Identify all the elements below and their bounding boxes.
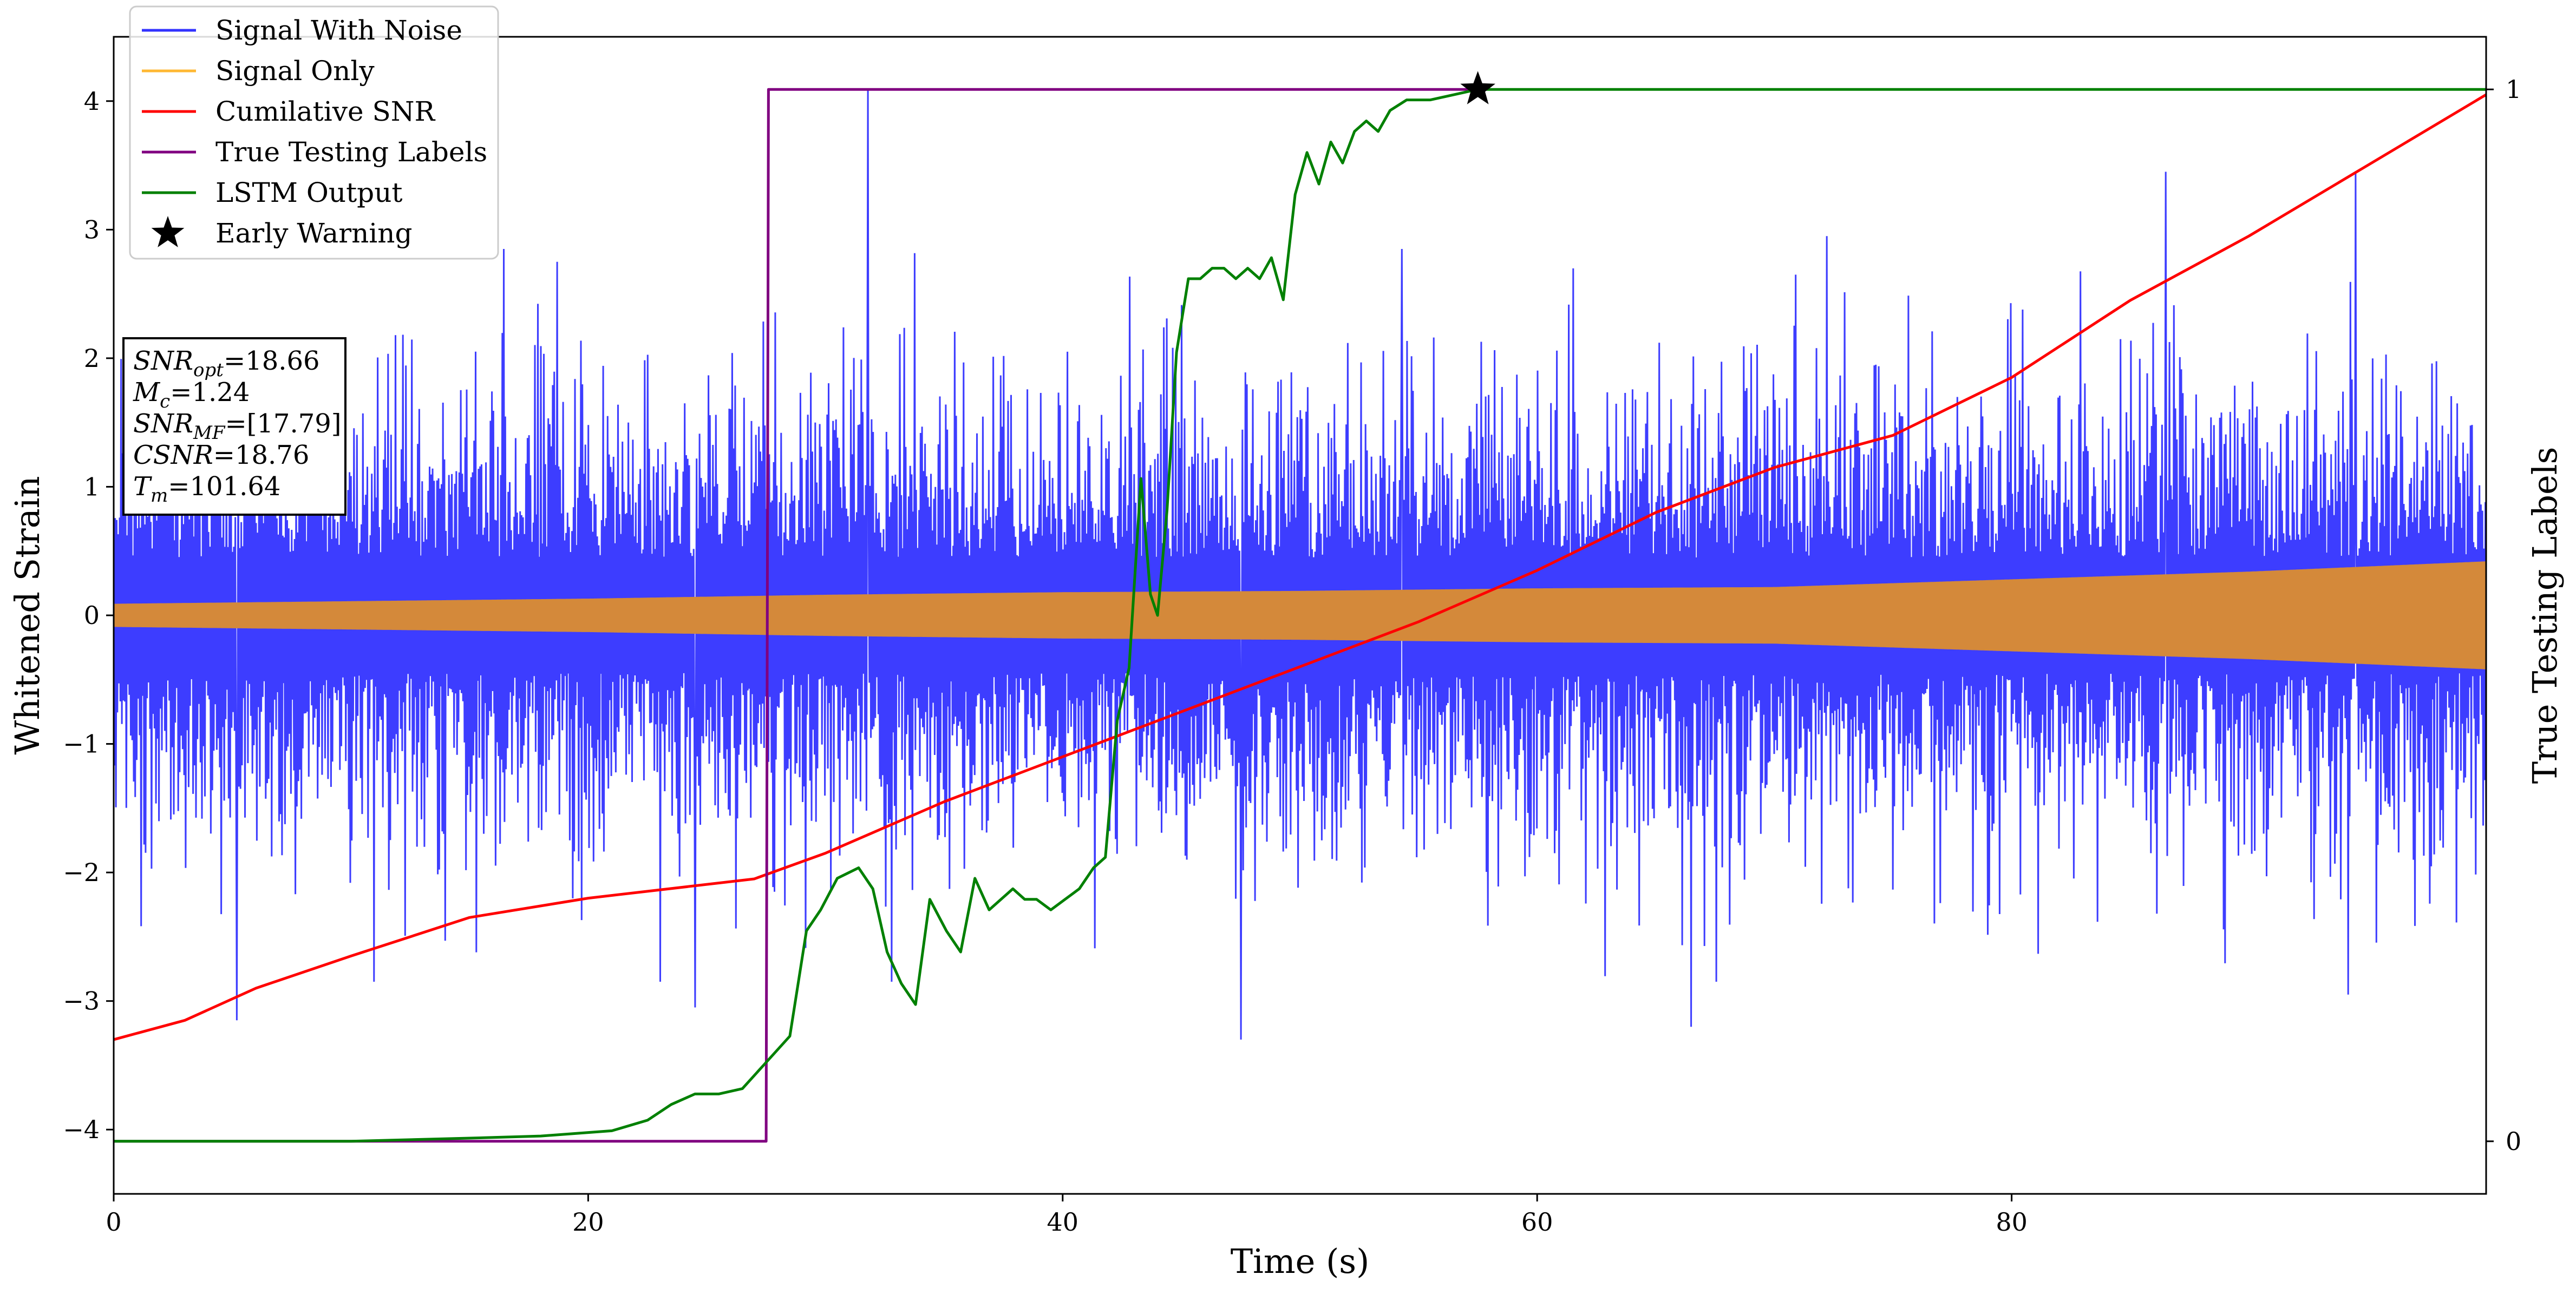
info-box-line: Mc=1.24 — [133, 377, 250, 412]
x-tick-label: 0 — [106, 1207, 121, 1237]
info-sub: MF — [193, 422, 226, 444]
y-tick-label: −4 — [63, 1115, 100, 1144]
y-tick-label: 2 — [84, 344, 100, 373]
info-box-line: CSNR=18.76 — [133, 440, 309, 470]
info-box-line: SNRopt=18.66 — [133, 346, 320, 381]
legend-star-swatch — [151, 216, 185, 247]
y-tick-label: −2 — [63, 858, 100, 887]
y-axis-right: 01 — [2486, 75, 2521, 1156]
y-tick-label: −1 — [63, 730, 100, 759]
y-tick-label: 0 — [84, 601, 100, 630]
legend-frame — [129, 5, 499, 260]
info-box-line: SNRMF=[17.79] — [133, 409, 342, 444]
y-tick-label: 1 — [84, 472, 100, 501]
x-tick-label: 40 — [1047, 1207, 1079, 1237]
info-sub: c — [160, 391, 170, 412]
lstm-output-line — [114, 88, 2486, 1143]
info-value: =101.64 — [168, 471, 280, 502]
x-tick-label: 20 — [572, 1207, 604, 1237]
x-axis-label: Time (s) — [1231, 1242, 1370, 1281]
plot-area — [114, 88, 2486, 1143]
signal-only-line — [114, 561, 2486, 669]
info-sub: opt — [193, 359, 224, 381]
x-tick-label: 60 — [1521, 1207, 1553, 1237]
legend-entry-label: Early Warning — [215, 218, 413, 249]
y-axis-label: Whitened Strain — [8, 476, 47, 755]
x-tick-label: 80 — [1996, 1207, 2028, 1237]
info-main: SNR — [133, 409, 193, 439]
y-axis-left: −4 −3 −2 −1 0 1 2 3 4 — [63, 87, 114, 1144]
info-main: CSNR — [133, 440, 213, 470]
info-main: T — [133, 471, 152, 502]
signal-only-series — [114, 561, 2486, 669]
legend-entry-label: Signal With Noise — [215, 15, 462, 46]
y2-tick-label: 1 — [2506, 75, 2521, 104]
line-series-layer — [114, 88, 2486, 1143]
info-sub: m — [151, 485, 168, 507]
info-value: =18.66 — [224, 346, 320, 376]
info-box-frame — [122, 337, 346, 516]
info-main: M — [133, 377, 161, 408]
true-testing-labels-line — [114, 88, 1478, 1143]
legend-entry-label: LSTM Output — [215, 177, 402, 208]
y-tick-label: −3 — [63, 987, 100, 1016]
info-box-line: Tm=101.64 — [133, 471, 280, 507]
info-value: =18.76 — [213, 440, 310, 470]
legend: Signal With Noise Signal Only Cumilative S… — [129, 5, 499, 260]
x-axis: 0 20 40 60 80 — [106, 1194, 2028, 1237]
legend-entry-label: Cumilative SNR — [215, 96, 435, 127]
cumulative-snr-line — [114, 93, 2486, 1041]
legend-entry-label: Signal Only — [215, 55, 375, 87]
early-warning-star-marker — [1460, 71, 1495, 104]
info-main: SNR — [133, 346, 193, 376]
y2-axis-label: True Testing Labels — [2525, 447, 2565, 784]
y2-tick-label: 0 — [2506, 1127, 2521, 1156]
info-value: =1.24 — [170, 377, 250, 408]
y-tick-label: 3 — [84, 215, 100, 244]
y-tick-label: 4 — [84, 87, 100, 116]
marker-layer — [1460, 71, 1495, 104]
info-box: SNRopt=18.66Mc=1.24SNRMF=[17.79]CSNR=18.… — [122, 337, 346, 516]
info-value: =[17.79] — [225, 409, 341, 439]
legend-entry-label: True Testing Labels — [215, 136, 487, 168]
